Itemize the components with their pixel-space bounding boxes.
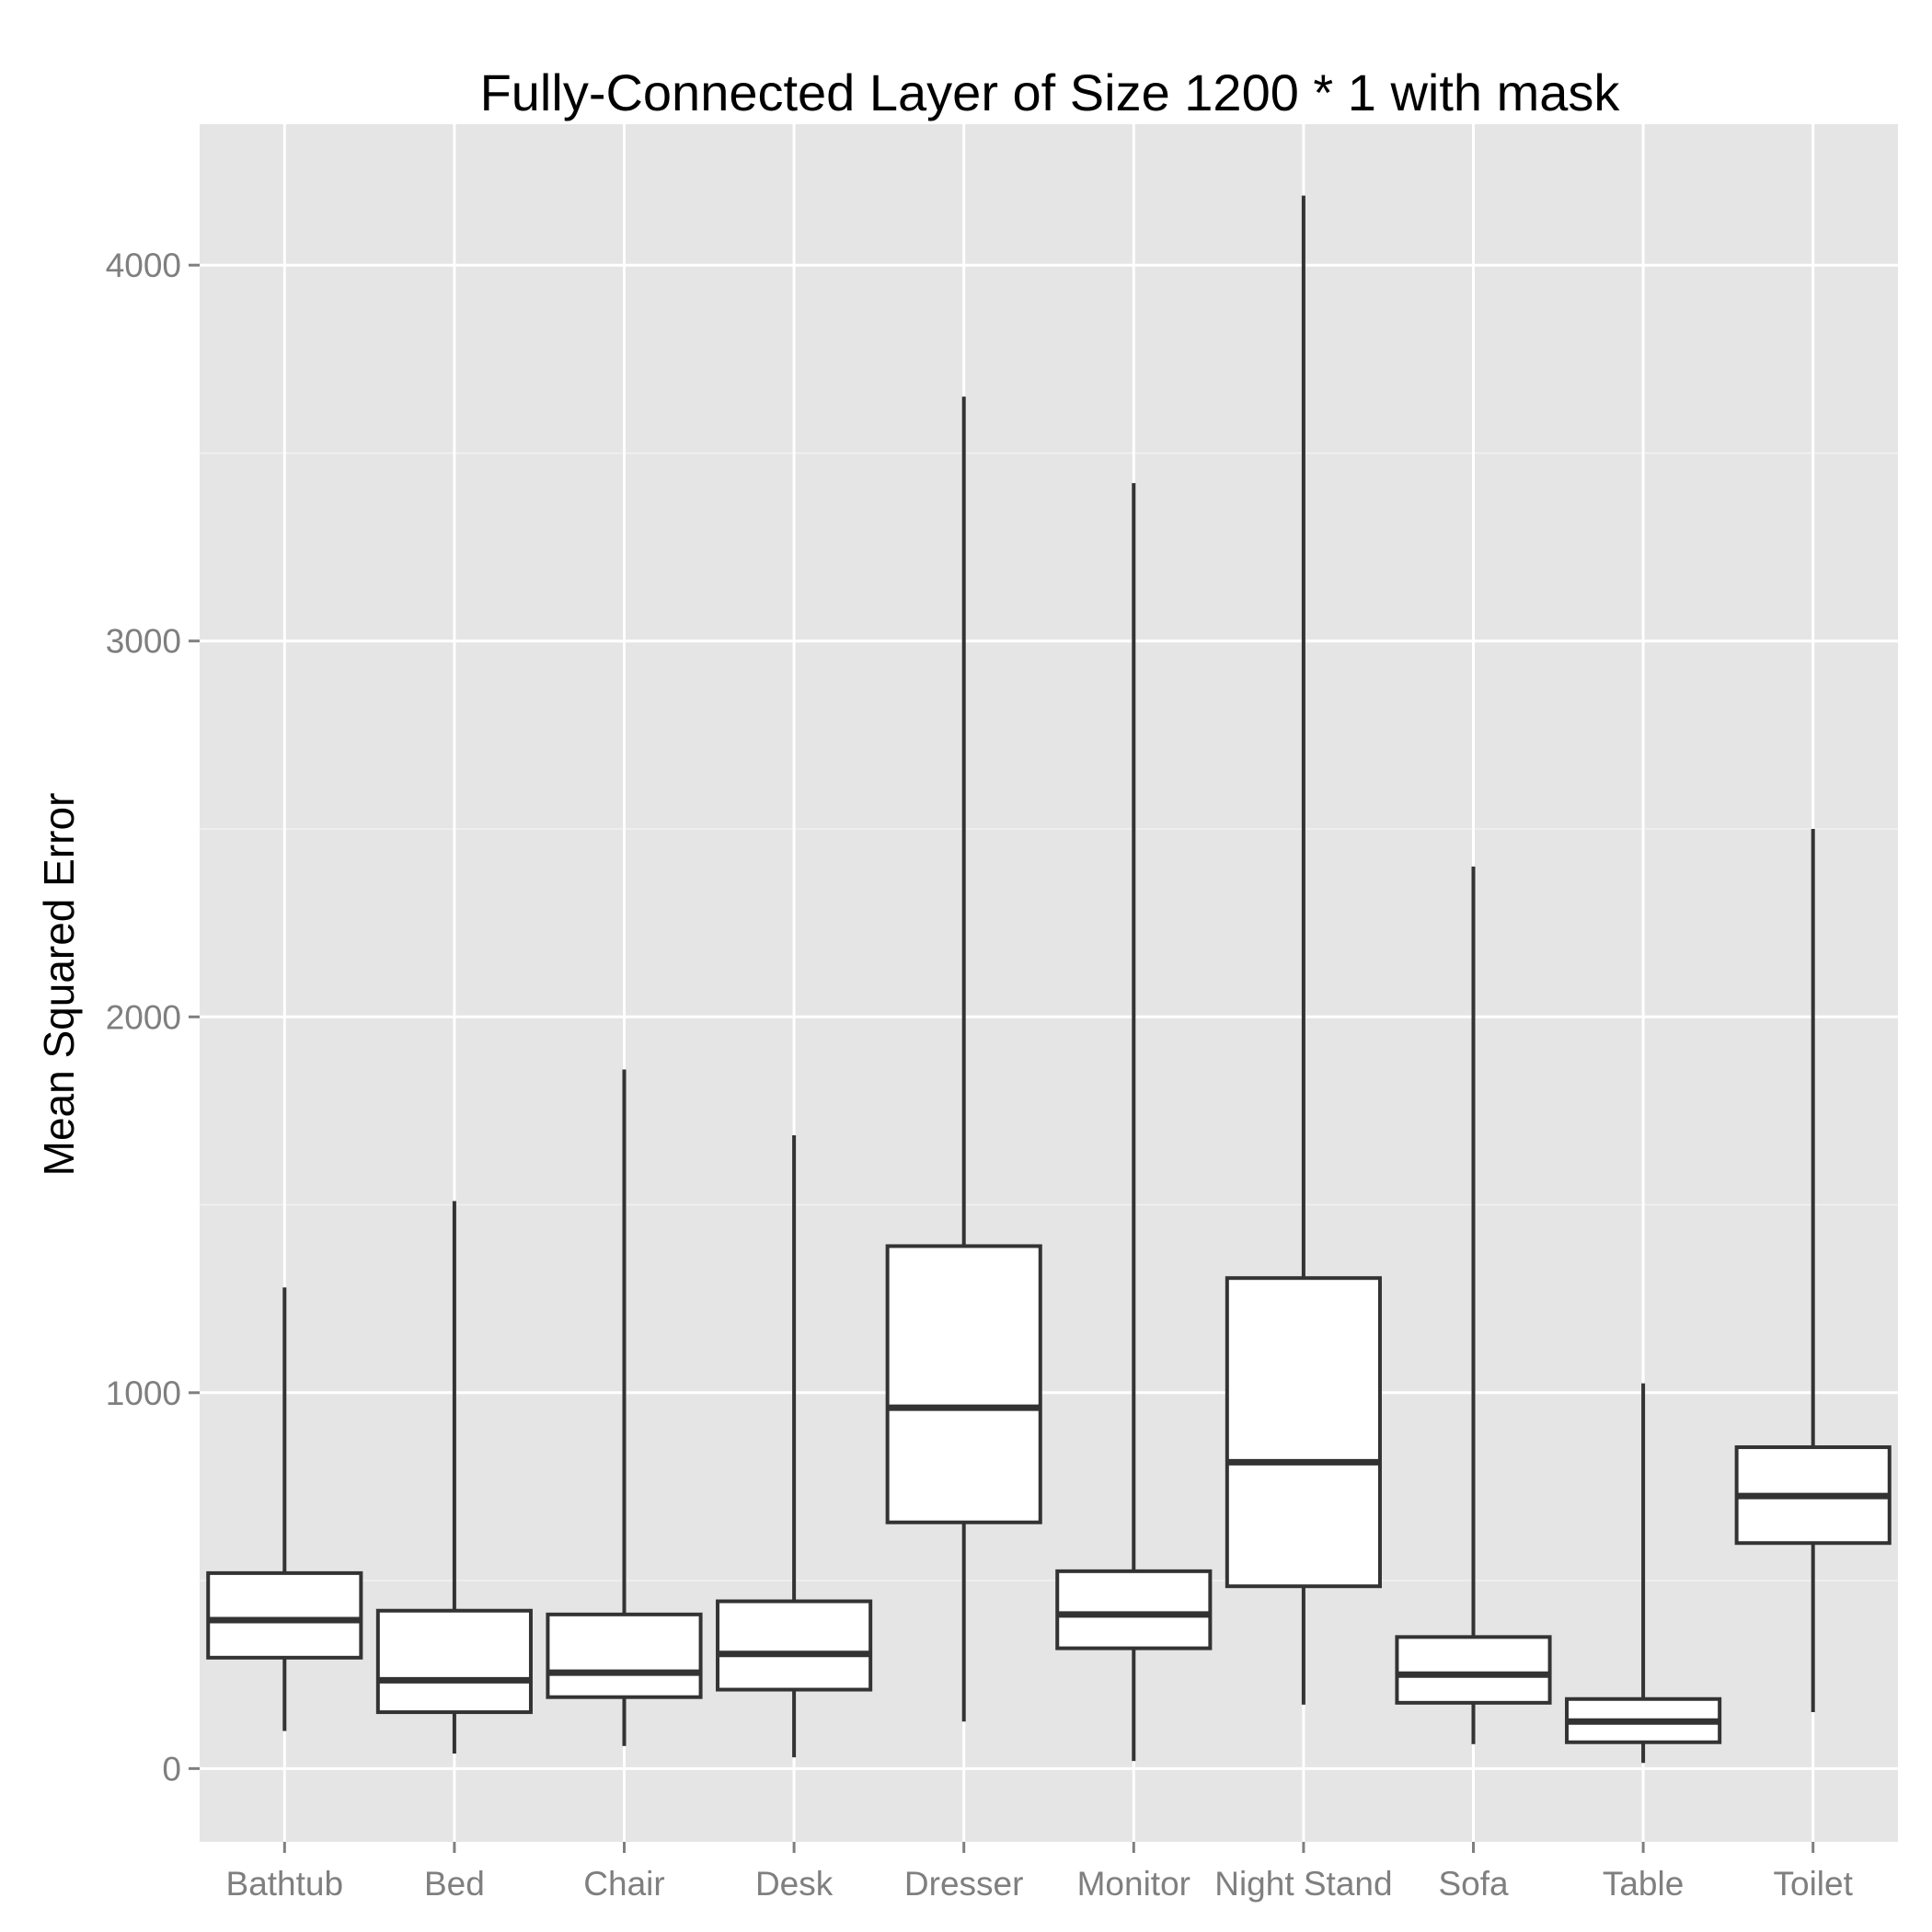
y-tick-label: 0	[162, 1750, 181, 1788]
x-tick-label: Toilet	[1774, 1865, 1854, 1903]
x-tick-label: Monitor	[1077, 1865, 1190, 1903]
y-axis-title: Mean Squared Error	[35, 793, 83, 1177]
box-layer	[206, 195, 1892, 1764]
x-tick-label: Chair	[583, 1865, 664, 1903]
chart-title: Fully-Connected Layer of Size 1200 * 1 w…	[480, 63, 1621, 121]
x-tick-label: Night Stand	[1214, 1865, 1392, 1903]
y-tick-label: 3000	[106, 623, 181, 661]
box-dresser	[885, 397, 1042, 1722]
y-axis-ticks: 0 1000 2000 3000 4000	[106, 247, 200, 1788]
x-tick-label: Sofa	[1438, 1865, 1509, 1903]
iqr-box	[375, 1608, 533, 1715]
box-night-stand	[1225, 195, 1382, 1705]
x-tick-label: Bed	[424, 1865, 485, 1903]
x-tick-label: Table	[1603, 1865, 1684, 1903]
box-toilet	[1734, 829, 1892, 1713]
box-bed	[375, 1201, 533, 1754]
plot-panel	[200, 124, 1898, 1842]
iqr-box	[206, 1570, 363, 1660]
x-tick-label: Bathtub	[226, 1865, 344, 1903]
y-tick-label: 4000	[106, 247, 181, 284]
box-desk	[716, 1134, 873, 1758]
y-tick-label: 2000	[106, 998, 181, 1036]
iqr-box	[546, 1612, 703, 1699]
box-sofa	[1395, 866, 1552, 1744]
x-axis-ticks: Bathtub Bed Chair Desk Dresser Monitor Night S…	[226, 1842, 1854, 1903]
x-tick-label: Dresser	[904, 1865, 1024, 1903]
box-monitor	[1055, 483, 1213, 1762]
x-tick-label: Desk	[755, 1865, 834, 1903]
iqr-box	[1055, 1569, 1213, 1650]
iqr-box	[716, 1599, 873, 1692]
box-table	[1565, 1383, 1722, 1764]
iqr-box	[885, 1244, 1042, 1524]
iqr-box	[1225, 1276, 1382, 1589]
box-chair	[546, 1069, 703, 1746]
iqr-box	[1395, 1635, 1552, 1705]
box-bathtub	[206, 1287, 363, 1731]
y-tick-label: 1000	[106, 1374, 181, 1412]
